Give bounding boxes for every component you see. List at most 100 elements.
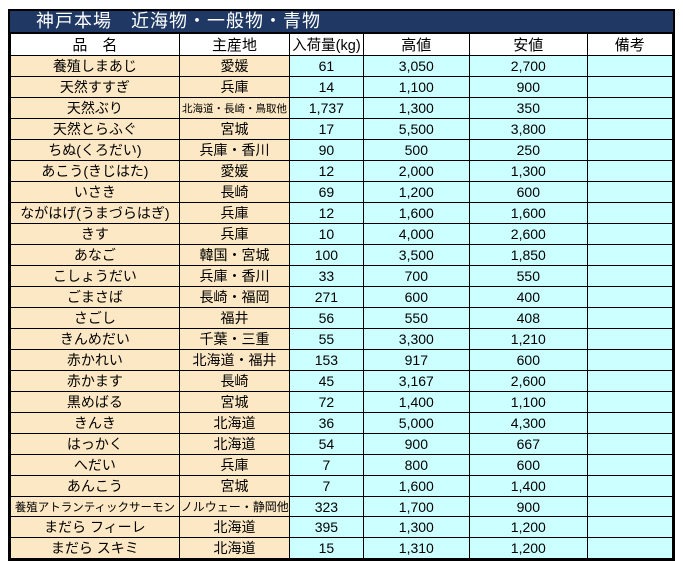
- cell-high-price[interactable]: 1,300: [362, 516, 471, 539]
- cell-origin[interactable]: 長崎: [178, 181, 291, 203]
- cell-note[interactable]: [586, 454, 674, 476]
- cell-quantity[interactable]: 45: [289, 370, 364, 392]
- cell-origin[interactable]: 宮城: [178, 391, 291, 413]
- cell-quantity[interactable]: 100: [289, 244, 364, 266]
- cell-note[interactable]: [586, 265, 674, 287]
- cell-note[interactable]: [586, 76, 674, 98]
- cell-high-price[interactable]: 4,000: [362, 223, 471, 245]
- cell-low-price[interactable]: 600: [469, 181, 588, 203]
- cell-origin[interactable]: 北海道・長崎・鳥取他: [178, 97, 291, 119]
- cell-note[interactable]: [586, 244, 674, 266]
- cell-name[interactable]: あんこう: [10, 475, 180, 497]
- cell-high-price[interactable]: 5,500: [362, 118, 471, 140]
- cell-quantity[interactable]: 72: [289, 391, 364, 413]
- cell-note[interactable]: [586, 475, 674, 497]
- cell-high-price[interactable]: 600: [362, 286, 471, 308]
- cell-note[interactable]: [586, 160, 674, 182]
- cell-name[interactable]: はっかく: [10, 433, 180, 455]
- cell-quantity[interactable]: 10: [289, 223, 364, 245]
- cell-name[interactable]: きす: [10, 223, 180, 245]
- cell-low-price[interactable]: 1,850: [469, 244, 588, 266]
- cell-low-price[interactable]: 4,300: [469, 412, 588, 434]
- cell-note[interactable]: [586, 139, 674, 161]
- cell-high-price[interactable]: 800: [362, 454, 471, 476]
- cell-low-price[interactable]: 350: [469, 97, 588, 119]
- cell-quantity[interactable]: 153: [289, 349, 364, 371]
- cell-name[interactable]: 天然ぶり: [10, 97, 180, 119]
- cell-high-price[interactable]: 500: [362, 139, 471, 161]
- cell-origin[interactable]: ノルウェー・静岡他: [178, 495, 291, 518]
- cell-low-price[interactable]: 1,100: [469, 391, 588, 413]
- cell-high-price[interactable]: 3,300: [362, 328, 471, 350]
- cell-low-price[interactable]: 900: [469, 495, 588, 518]
- cell-origin[interactable]: 兵庫・香川: [178, 139, 291, 161]
- cell-high-price[interactable]: 700: [362, 265, 471, 287]
- cell-low-price[interactable]: 250: [469, 139, 588, 161]
- cell-name[interactable]: ごまさば: [10, 286, 180, 308]
- cell-quantity[interactable]: 7: [289, 475, 364, 497]
- cell-note[interactable]: [586, 97, 674, 119]
- cell-name[interactable]: ちぬ(くろだい): [10, 139, 180, 161]
- column-header-high-price[interactable]: 高値: [362, 33, 471, 56]
- cell-note[interactable]: [586, 370, 674, 392]
- cell-name[interactable]: あなご: [10, 244, 180, 266]
- cell-note[interactable]: [586, 307, 674, 329]
- cell-note[interactable]: [586, 328, 674, 350]
- cell-quantity[interactable]: 15: [289, 537, 364, 560]
- column-header-note[interactable]: 備考: [586, 33, 674, 56]
- cell-low-price[interactable]: 2,600: [469, 370, 588, 392]
- cell-name[interactable]: 赤かれい: [10, 349, 180, 371]
- cell-high-price[interactable]: 5,000: [362, 412, 471, 434]
- cell-name[interactable]: あこう(きじはた): [10, 160, 180, 182]
- cell-origin[interactable]: 北海道: [178, 433, 291, 455]
- cell-high-price[interactable]: 3,167: [362, 370, 471, 392]
- cell-origin[interactable]: 兵庫: [178, 76, 291, 98]
- cell-origin[interactable]: 愛媛: [178, 55, 291, 77]
- cell-note[interactable]: [586, 223, 674, 245]
- cell-note[interactable]: [586, 286, 674, 308]
- cell-high-price[interactable]: 1,400: [362, 391, 471, 413]
- cell-quantity[interactable]: 33: [289, 265, 364, 287]
- cell-quantity[interactable]: 1,737: [289, 97, 364, 119]
- cell-high-price[interactable]: 3,500: [362, 244, 471, 266]
- cell-quantity[interactable]: 36: [289, 412, 364, 434]
- cell-high-price[interactable]: 1,310: [362, 537, 471, 560]
- cell-quantity[interactable]: 17: [289, 118, 364, 140]
- cell-low-price[interactable]: 900: [469, 76, 588, 98]
- cell-name[interactable]: こしょうだい: [10, 265, 180, 287]
- cell-origin[interactable]: 宮城: [178, 475, 291, 497]
- cell-low-price[interactable]: 1,200: [469, 537, 588, 560]
- cell-name[interactable]: きんめだい: [10, 328, 180, 350]
- cell-low-price[interactable]: 600: [469, 349, 588, 371]
- cell-name[interactable]: へだい: [10, 454, 180, 476]
- cell-origin[interactable]: 福井: [178, 307, 291, 329]
- cell-note[interactable]: [586, 433, 674, 455]
- cell-low-price[interactable]: 550: [469, 265, 588, 287]
- cell-name[interactable]: まだら フィーレ: [10, 516, 180, 539]
- cell-low-price[interactable]: 1,210: [469, 328, 588, 350]
- cell-origin[interactable]: 韓国・宮城: [178, 244, 291, 266]
- cell-low-price[interactable]: 3,800: [469, 118, 588, 140]
- cell-high-price[interactable]: 3,050: [362, 55, 471, 77]
- cell-low-price[interactable]: 1,600: [469, 202, 588, 224]
- cell-low-price[interactable]: 408: [469, 307, 588, 329]
- cell-name[interactable]: 黒めばる: [10, 391, 180, 413]
- cell-high-price[interactable]: 2,000: [362, 160, 471, 182]
- cell-low-price[interactable]: 667: [469, 433, 588, 455]
- cell-quantity[interactable]: 61: [289, 55, 364, 77]
- cell-origin[interactable]: 長崎: [178, 370, 291, 392]
- cell-origin[interactable]: 千葉・三重: [178, 328, 291, 350]
- cell-quantity[interactable]: 323: [289, 495, 364, 518]
- cell-high-price[interactable]: 1,300: [362, 97, 471, 119]
- cell-note[interactable]: [586, 55, 674, 77]
- cell-low-price[interactable]: 400: [469, 286, 588, 308]
- cell-note[interactable]: [586, 202, 674, 224]
- cell-high-price[interactable]: 1,700: [362, 495, 471, 518]
- cell-quantity[interactable]: 14: [289, 76, 364, 98]
- cell-low-price[interactable]: 1,300: [469, 160, 588, 182]
- cell-name[interactable]: きんき: [10, 412, 180, 434]
- cell-quantity[interactable]: 55: [289, 328, 364, 350]
- cell-name[interactable]: 天然とらふぐ: [10, 118, 180, 140]
- cell-quantity[interactable]: 271: [289, 286, 364, 308]
- cell-name[interactable]: いさき: [10, 181, 180, 203]
